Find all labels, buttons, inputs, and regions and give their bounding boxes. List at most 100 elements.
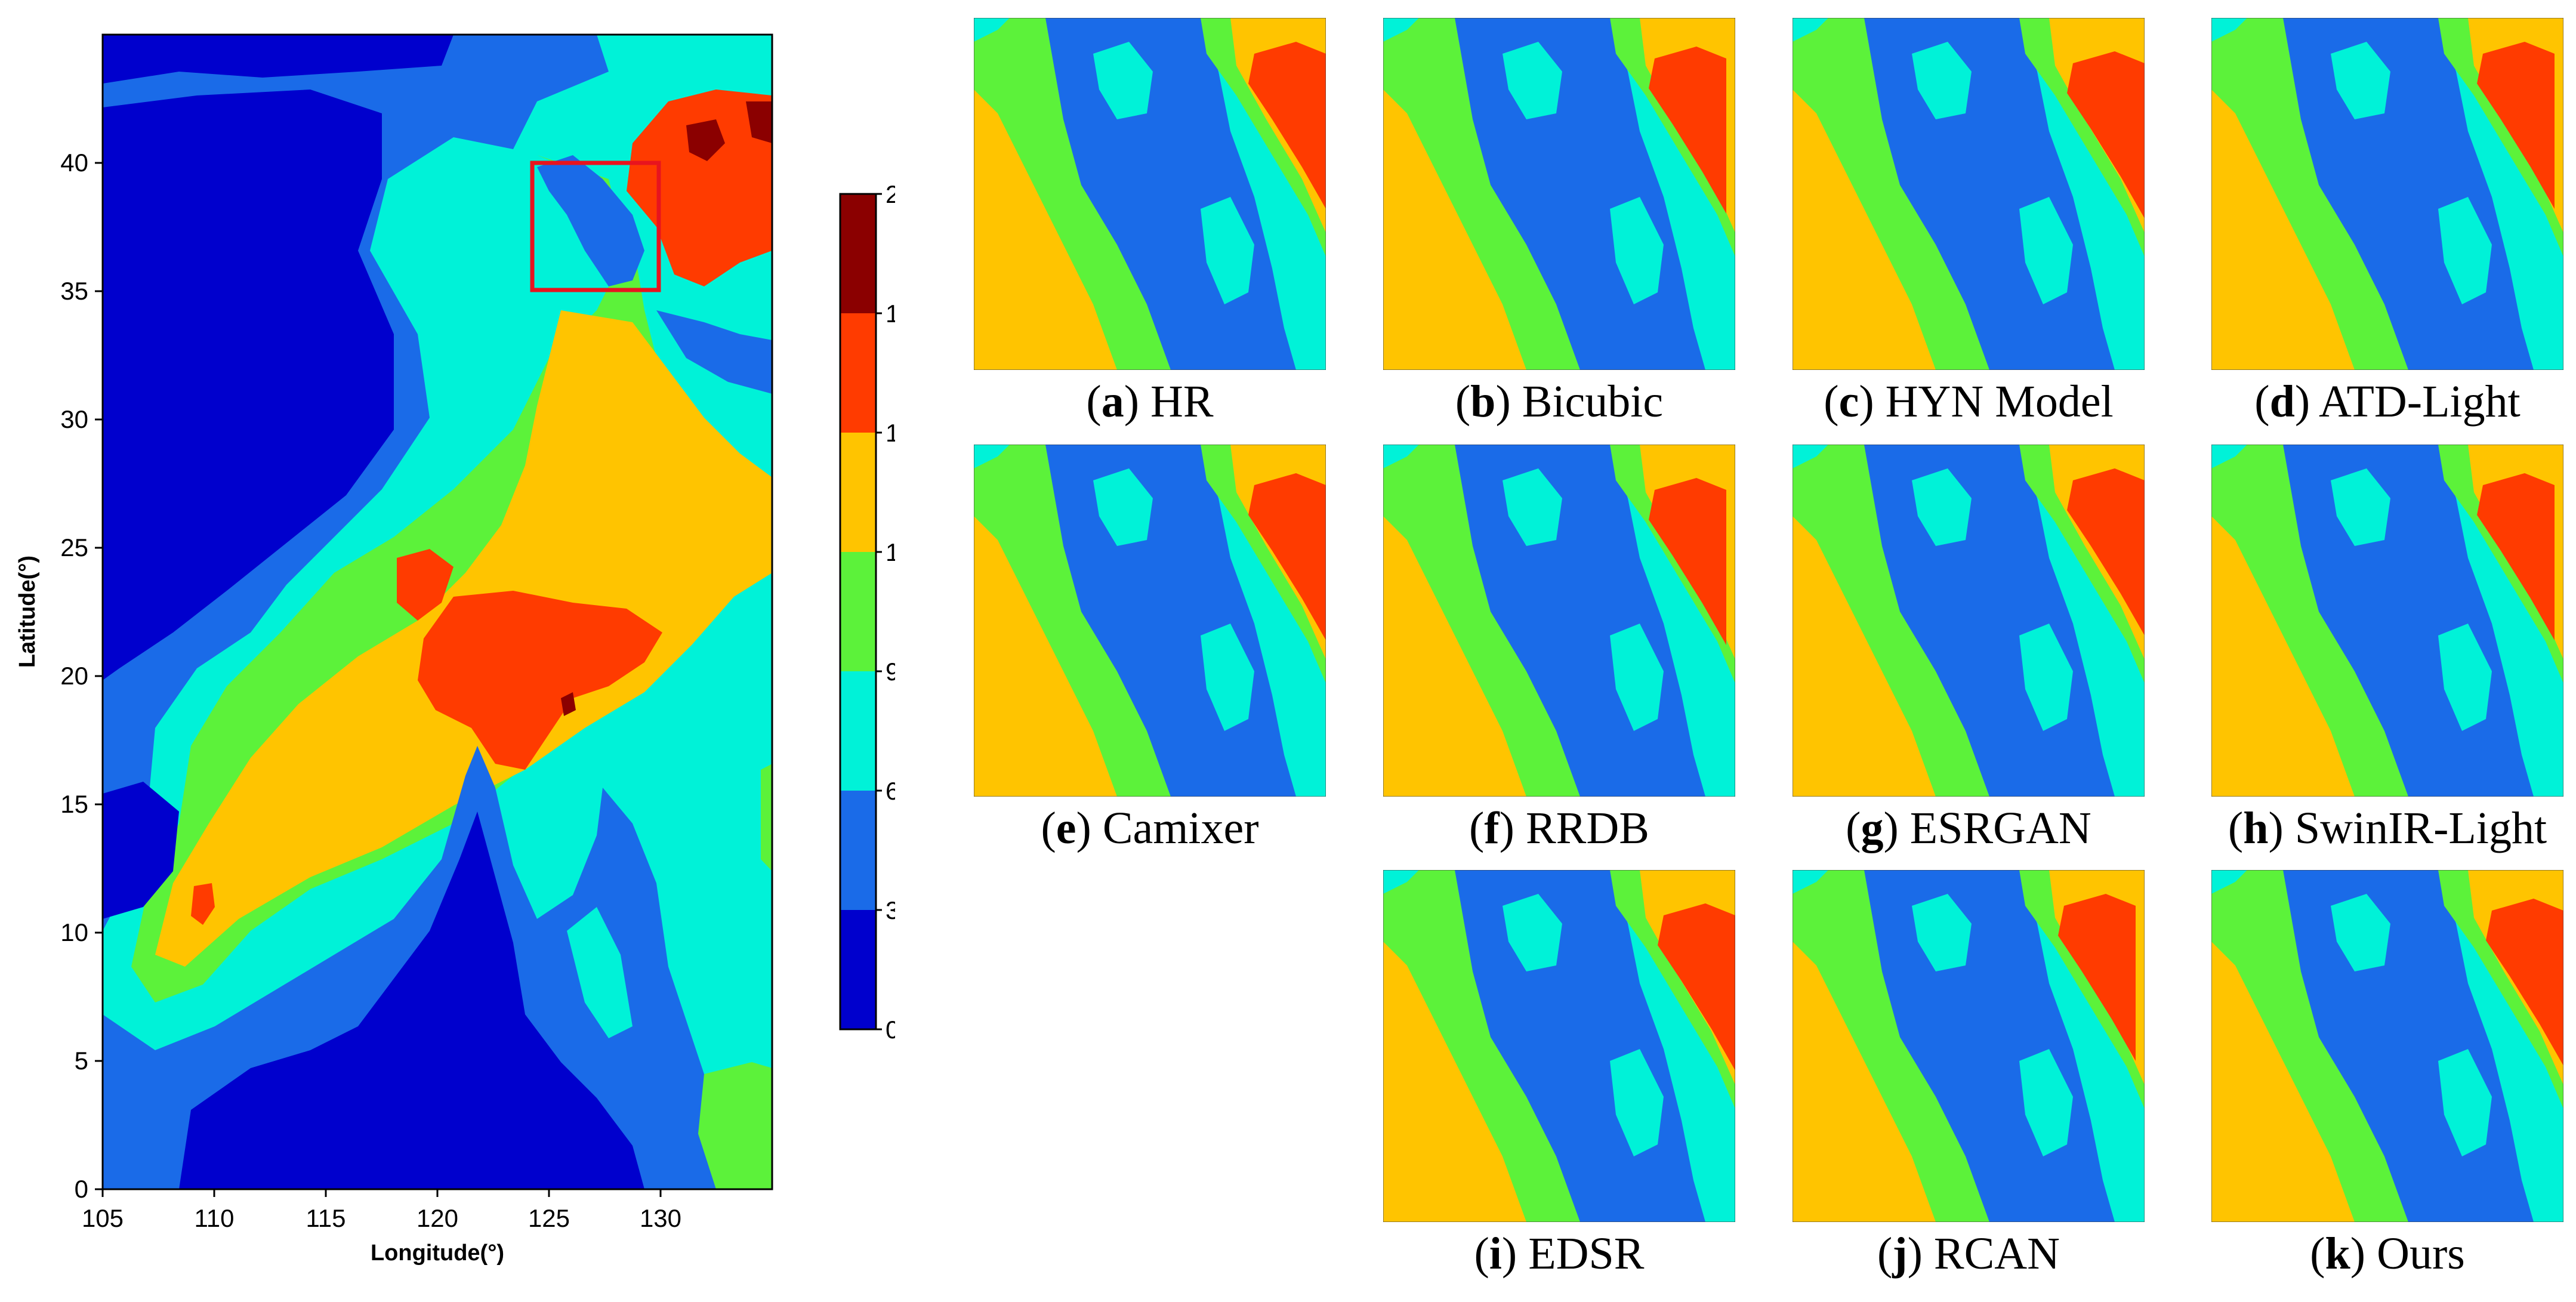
panel-c: [1793, 18, 2145, 370]
panel-d-heatmap: [2211, 18, 2563, 370]
panel-e-caption: (e) Camixer: [1041, 803, 1259, 853]
colorbar-tick-label: 3: [886, 896, 895, 924]
field-level-15-18-center: [418, 591, 662, 770]
x-tick-label: 110: [195, 1204, 235, 1232]
y-tick-label: 5: [75, 1047, 88, 1075]
panel-label: Bicubic: [1522, 377, 1664, 427]
panel-b-caption: (b) Bicubic: [1455, 377, 1664, 427]
panel-letter: a: [1101, 377, 1124, 427]
colorbar-tick-label: 6: [886, 777, 895, 805]
colorbar-level-3-6: [840, 791, 876, 910]
panel-letter: k: [2325, 1229, 2350, 1279]
panel-label: SwinIR-Light: [2294, 803, 2547, 853]
field-level-3-6-east: [656, 310, 772, 394]
panel-j: [1793, 870, 2145, 1222]
panel-label: HYN Model: [1885, 377, 2114, 427]
panel-label: RCAN: [1933, 1229, 2060, 1279]
field-level-18-21-center: [561, 692, 576, 716]
panel-k-caption: (k) Ours: [2310, 1229, 2465, 1279]
panel-letter: b: [1470, 377, 1496, 427]
colorbar: 0 3 6 9 12 15 18 21: [839, 180, 895, 1044]
field-level-15-18-small: [397, 549, 454, 621]
panel-label: ESRGAN: [1909, 803, 2091, 853]
field-level-15-18-ne: [627, 90, 772, 286]
panel-b: [1383, 18, 1735, 370]
field-level-0-3-southwest: [103, 782, 179, 919]
y-tick-label: 40: [60, 149, 88, 177]
panel-letter: i: [1489, 1229, 1502, 1279]
x-axis-label: Longitude(°): [371, 1241, 504, 1266]
field-level-0-3-south: [179, 812, 644, 1189]
panel-a-heatmap: [974, 18, 1326, 370]
panel-h-heatmap: [2211, 445, 2563, 797]
y-tick-label: 10: [60, 918, 88, 946]
panel-a: [974, 18, 1326, 370]
panel-c-caption: (c) HYN Model: [1824, 377, 2114, 427]
panel-letter: e: [1056, 803, 1076, 853]
panel-d: [2211, 18, 2563, 370]
panel-h: [2211, 445, 2563, 797]
colorbar-level-6-9: [840, 671, 876, 791]
x-tick-label: 125: [528, 1204, 570, 1232]
colorbar-level-18-21: [840, 194, 876, 313]
field-level-9-12-se: [698, 1062, 772, 1189]
colorbar-frame: [839, 193, 877, 1031]
y-tick-label: 15: [60, 790, 88, 818]
panel-g-caption: (g) ESRGAN: [1846, 803, 2091, 853]
panel-letter: h: [2243, 803, 2269, 853]
colorbar-level-12-15: [840, 433, 876, 552]
field-level-6-9-south: [567, 907, 633, 1038]
field-level-18-21-ne2: [746, 101, 772, 143]
x-tick-label: 105: [82, 1204, 124, 1232]
panel-c-heatmap: [1793, 18, 2145, 370]
panel-f: [1383, 445, 1735, 797]
y-tick-label: 30: [60, 405, 88, 433]
panel-k-heatmap: [2211, 870, 2563, 1222]
colorbar-level-15-18: [840, 313, 876, 433]
panel-label: Camixer: [1102, 803, 1259, 853]
field-level-9-12-east: [761, 764, 772, 871]
panel-d-caption: (d) ATD-Light: [2254, 377, 2521, 427]
colorbar-level-9-12: [840, 552, 876, 671]
panel-b-heatmap: [1383, 18, 1735, 370]
panel-letter: d: [2269, 377, 2295, 427]
panel-label: HR: [1150, 377, 1214, 427]
colorbar-tick-label: 21: [886, 180, 895, 208]
field-level-3-6-box: [537, 155, 644, 286]
x-axis: 105 110 115 120 125 130 Longitude(°): [82, 1189, 681, 1266]
highlight-box: [530, 161, 661, 292]
main-map-chart: 105 110 115 120 125 130 Longitude(°) 0 5…: [15, 33, 773, 1266]
panel-label: Ours: [2377, 1229, 2465, 1279]
field-level-18-21-ne: [686, 119, 725, 161]
y-tick-label: 35: [60, 277, 88, 305]
colorbar-tick-label: 12: [886, 538, 895, 566]
panel-letter: c: [1838, 377, 1859, 427]
panel-letter: g: [1861, 803, 1884, 853]
colorbar-ticks: 0 3 6 9 12 15 18 21: [876, 180, 895, 1044]
panel-i-heatmap: [1383, 870, 1735, 1222]
y-tick-label: 0: [75, 1175, 88, 1203]
field-level-0-3-north: [103, 35, 454, 84]
panel-label: EDSR: [1528, 1229, 1645, 1279]
colorbar-tick-label: 18: [886, 300, 895, 328]
panel-label: RRDB: [1525, 803, 1649, 853]
panel-g: [1793, 445, 2145, 797]
panel-a-caption: (a) HR: [1086, 377, 1214, 427]
y-tick-label: 25: [60, 533, 88, 561]
colorbar-tick-label: 0: [886, 1016, 895, 1044]
field-level-15-18-sw: [191, 883, 215, 925]
panel-e: [974, 445, 1326, 797]
panel-letter: j: [1892, 1229, 1908, 1279]
panel-letter: f: [1484, 803, 1500, 853]
colorbar-tick-label: 15: [886, 419, 895, 447]
y-tick-label: 20: [60, 662, 88, 690]
x-tick-label: 115: [306, 1204, 346, 1232]
panel-f-caption: (f) RRDB: [1469, 803, 1649, 853]
panel-label: ATD-Light: [2318, 377, 2521, 427]
panel-j-heatmap: [1793, 870, 2145, 1222]
panel-i-caption: (i) EDSR: [1474, 1229, 1645, 1279]
map-field: [103, 35, 772, 1189]
panel-f-heatmap: [1383, 445, 1735, 797]
colorbar-level-0-3: [840, 910, 876, 1029]
panel-i: [1383, 870, 1735, 1222]
